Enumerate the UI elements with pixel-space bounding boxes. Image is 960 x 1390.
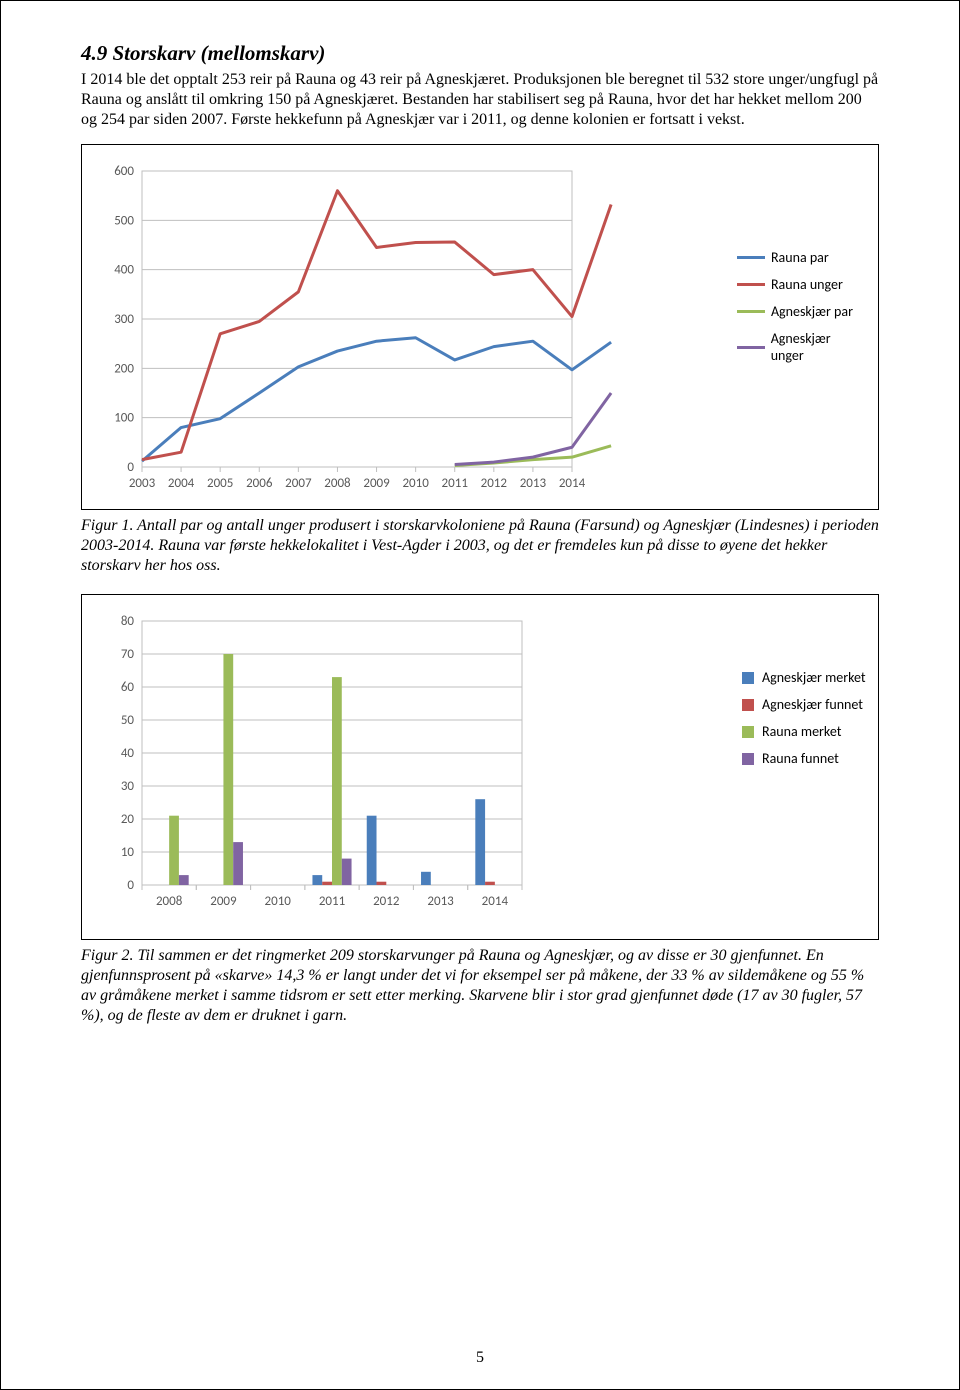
svg-text:2008: 2008 <box>156 894 183 909</box>
bar-chart-legend: Agneskjær merket Agneskjær funnet Rauna me… <box>742 669 866 777</box>
svg-text:40: 40 <box>121 746 135 761</box>
legend-item: Agneskjær par <box>737 303 866 320</box>
svg-text:2011: 2011 <box>319 894 345 909</box>
svg-text:50: 50 <box>121 713 135 728</box>
svg-text:20: 20 <box>121 812 135 827</box>
svg-text:0: 0 <box>127 878 134 893</box>
legend-item: Agneskjær unger <box>737 330 866 364</box>
svg-text:2014: 2014 <box>482 894 509 909</box>
svg-text:2013: 2013 <box>520 476 547 491</box>
legend-item: Rauna funnet <box>742 750 866 767</box>
svg-text:10: 10 <box>121 845 135 860</box>
svg-text:300: 300 <box>114 312 134 327</box>
svg-text:2010: 2010 <box>265 894 292 909</box>
legend-label: Agneskjær par <box>771 303 853 320</box>
svg-text:30: 30 <box>121 779 135 794</box>
svg-text:0: 0 <box>127 460 134 475</box>
svg-text:2014: 2014 <box>559 476 586 491</box>
legend-item: Rauna unger <box>737 276 866 293</box>
legend-label: Rauna par <box>771 249 829 266</box>
svg-text:2012: 2012 <box>481 476 508 491</box>
svg-text:80: 80 <box>121 614 135 629</box>
svg-text:2008: 2008 <box>324 476 351 491</box>
svg-text:500: 500 <box>114 213 134 228</box>
legend-label: Agneskjær unger <box>771 330 866 364</box>
svg-text:2012: 2012 <box>373 894 400 909</box>
legend-label: Rauna funnet <box>762 750 839 767</box>
svg-text:2009: 2009 <box>210 894 237 909</box>
bar-chart: 0 10 20 30 40 50 60 70 80 2008 2009 2010 2011 2012 201… <box>94 609 724 929</box>
svg-text:400: 400 <box>114 263 134 278</box>
legend-item: Agneskjær merket <box>742 669 866 686</box>
legend-item: Rauna merket <box>742 723 866 740</box>
svg-text:2004: 2004 <box>168 476 195 491</box>
legend-label: Rauna unger <box>771 276 843 293</box>
intro-paragraph: I 2014 ble det opptalt 253 reir på Rauna… <box>81 70 879 130</box>
page: 4.9 Storskarv (mellomskarv) I 2014 ble d… <box>0 0 960 1390</box>
line-chart: 0 100 200 300 400 500 600 2003 2004 2005 2006 2007 2… <box>94 159 719 499</box>
svg-text:2010: 2010 <box>402 476 429 491</box>
legend-item: Rauna par <box>737 249 866 266</box>
page-number: 5 <box>1 1349 959 1367</box>
svg-text:70: 70 <box>121 647 135 662</box>
section-heading: 4.9 Storskarv (mellomskarv) <box>81 41 879 66</box>
svg-text:2006: 2006 <box>246 476 273 491</box>
figure-1-caption: Figur 1. Antall par og antall unger prod… <box>81 516 879 576</box>
svg-text:200: 200 <box>114 361 134 376</box>
svg-text:2003: 2003 <box>129 476 156 491</box>
legend-label: Agneskjær merket <box>762 669 866 686</box>
svg-text:2011: 2011 <box>442 476 468 491</box>
legend-label: Rauna merket <box>762 723 841 740</box>
svg-text:2005: 2005 <box>207 476 233 491</box>
svg-text:2013: 2013 <box>427 894 454 909</box>
svg-text:2009: 2009 <box>363 476 390 491</box>
svg-text:60: 60 <box>121 680 135 695</box>
legend-item: Agneskjær funnet <box>742 696 866 713</box>
svg-text:2007: 2007 <box>285 476 312 491</box>
figure-2-container: 0 10 20 30 40 50 60 70 80 2008 2009 2010 2011 2012 201… <box>81 594 879 940</box>
svg-text:600: 600 <box>114 164 134 179</box>
line-chart-legend: Rauna par Rauna unger Agneskjær par Agneskj… <box>737 249 866 374</box>
figure-2-caption: Figur 2. Til sammen er det ringmerket 20… <box>81 946 879 1026</box>
svg-text:100: 100 <box>114 411 134 426</box>
figure-1-container: 0 100 200 300 400 500 600 2003 2004 2005 2006 2007 2… <box>81 144 879 510</box>
legend-label: Agneskjær funnet <box>762 696 863 713</box>
